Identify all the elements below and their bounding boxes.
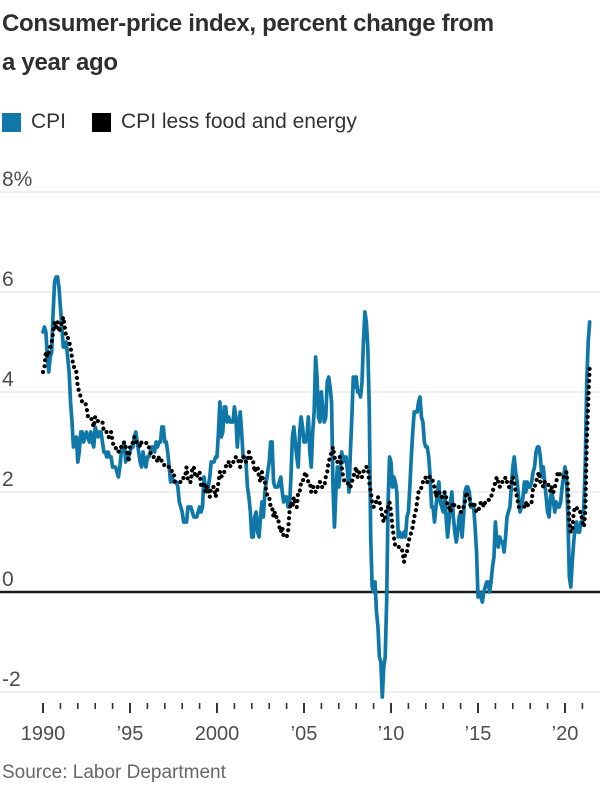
x-tick-label: ’20: [552, 723, 579, 745]
y-tick-label: 4: [2, 368, 14, 391]
x-tick-label: 1990: [21, 723, 66, 745]
chart-title: Consumer-price index, percent change fro…: [2, 4, 594, 82]
y-tick-label: 6: [2, 268, 14, 291]
legend-item-core-cpi: CPI less food and energy: [92, 110, 357, 134]
x-tick-label: ’95: [117, 723, 144, 745]
legend-item-cpi: CPI: [2, 110, 66, 134]
legend-label-cpi: CPI: [31, 110, 67, 133]
legend-label-core-cpi: CPI less food and energy: [121, 110, 357, 133]
x-tick-label: 2000: [195, 723, 240, 745]
y-tick-label: 2: [2, 468, 14, 491]
x-tick-label: ’15: [465, 723, 492, 745]
legend: CPI CPI less food and energy: [2, 110, 357, 134]
y-tick-label: -2: [2, 668, 21, 691]
chart-title-line2: a year ago: [2, 49, 118, 76]
chart-title-line1: Consumer-price index, percent change fro…: [2, 10, 494, 37]
y-tick-label: 0: [2, 568, 14, 591]
cpi-chart-canvas: 1990 ’95 2000 ’05 ’10 ’15 ’20 8% 6 4 2 0 -2: [0, 168, 600, 745]
cpi-swatch-icon: [2, 112, 21, 132]
x-tick-label: ’05: [291, 723, 318, 745]
core-cpi-line: [40, 314, 592, 565]
core-cpi-swatch-icon: [92, 112, 112, 132]
y-tick-label: 8%: [2, 168, 32, 191]
source-text: Source: Labor Department: [2, 762, 226, 783]
x-tick-label: ’10: [378, 723, 405, 745]
